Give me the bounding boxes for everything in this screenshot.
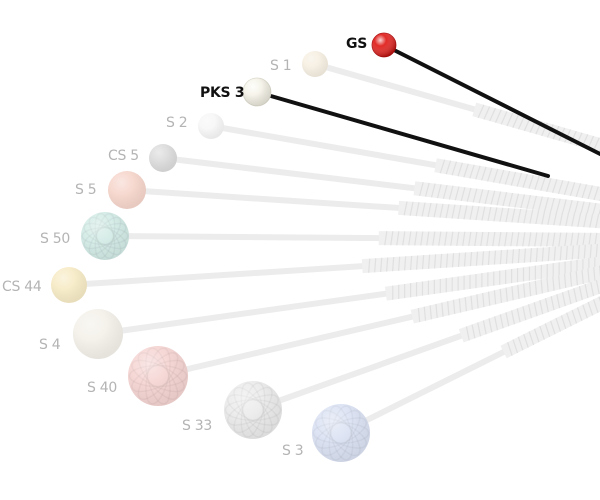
mallet-grip bbox=[434, 158, 600, 202]
mallet-shaft bbox=[382, 43, 600, 157]
red-glass-mallet-icon bbox=[371, 32, 397, 58]
white-plastic-mallet-icon bbox=[242, 77, 272, 107]
yarn-mallet-icon bbox=[224, 381, 282, 439]
mallet-icon bbox=[108, 171, 146, 209]
mallet-label-s-1: S 1 bbox=[270, 58, 291, 74]
mallet-grip bbox=[384, 256, 600, 301]
mallet-grip bbox=[413, 181, 600, 218]
mallet-label-s-40: S 40 bbox=[87, 380, 117, 396]
mallet-s-1 bbox=[302, 51, 600, 153]
yarn-mallet-icon bbox=[312, 404, 370, 462]
mallet-cs-5 bbox=[149, 144, 600, 218]
mallet-label-s-5: S 5 bbox=[75, 182, 96, 198]
mallet-s-50 bbox=[81, 212, 600, 260]
mallet-label-s-4: S 4 bbox=[39, 337, 61, 353]
mallet-label-cs-44: CS 44 bbox=[2, 279, 42, 295]
mallet-pks-3 bbox=[242, 77, 550, 178]
mallet-grip bbox=[410, 265, 600, 324]
faded-mallets-layer bbox=[51, 51, 600, 462]
mallet-label-pks-3: PKS 3 bbox=[200, 85, 244, 101]
mallet-label-s-2: S 2 bbox=[166, 115, 187, 131]
mallet-s-2 bbox=[198, 113, 600, 202]
mallet-grip bbox=[398, 200, 600, 229]
mallet-label-cs-5: CS 5 bbox=[108, 148, 139, 164]
mallet-icon bbox=[51, 267, 87, 303]
mallet-label-s-50: S 50 bbox=[40, 231, 70, 247]
mallet-icon bbox=[302, 51, 328, 77]
mallet-label-s-3: S 3 bbox=[282, 443, 303, 459]
mallet-grip bbox=[500, 296, 600, 359]
mallet-icon bbox=[149, 144, 177, 172]
mallet-s-33 bbox=[224, 278, 600, 439]
mallet-grip bbox=[458, 278, 600, 343]
yarn-mallet-icon bbox=[128, 346, 188, 406]
mallet-s-5 bbox=[108, 171, 600, 229]
mallet-grip bbox=[378, 231, 600, 247]
mallet-label-gs: GS bbox=[346, 36, 367, 52]
mallet-cs-44 bbox=[51, 243, 600, 303]
mallet-labels-layer: GS S 1 PKS 3 S 2 CS 5 S 5 S 50 CS 44 S 4 S 40 S 33… bbox=[2, 36, 367, 459]
mallet-label-s-33: S 33 bbox=[182, 418, 212, 434]
mallet-grip bbox=[361, 243, 600, 274]
mallet-shaft bbox=[255, 90, 550, 178]
mallet-icon bbox=[198, 113, 224, 139]
mallet-icon bbox=[73, 309, 123, 359]
mallet-s-4 bbox=[73, 256, 600, 359]
mallet-s-3 bbox=[312, 296, 600, 462]
mallet-gs bbox=[371, 32, 600, 157]
mallet-s-40 bbox=[128, 265, 600, 406]
yarn-mallet-icon bbox=[81, 212, 129, 260]
highlighted-mallets-layer bbox=[242, 32, 600, 178]
